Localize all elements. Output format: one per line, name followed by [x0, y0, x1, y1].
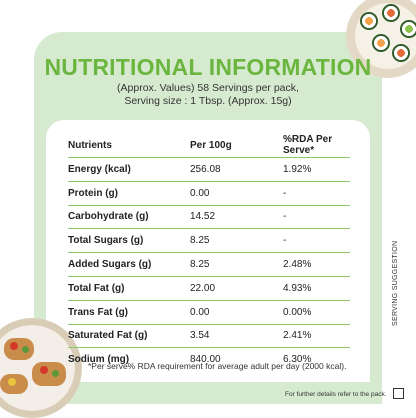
nutrient-label: Saturated Fat (g) — [68, 324, 178, 349]
corner-box-icon — [393, 388, 404, 399]
table-row: Energy (kcal) 256.08 1.92% — [68, 157, 350, 182]
sushi-plate-image — [346, 0, 416, 78]
table-row: Total Fat (g) 22.00 4.93% — [68, 276, 350, 301]
serving-size-info: Serving size : 1 Tbsp. (Approx. 15g) — [124, 95, 292, 107]
servings-info: (Approx. Values) 58 Servings per pack, — [117, 82, 299, 94]
nutrient-label: Energy (kcal) — [68, 157, 178, 182]
table-row: Added Sugars (g) 8.25 2.48% — [68, 252, 350, 277]
rda-value: - — [275, 181, 350, 206]
nutrient-label: Protein (g) — [68, 181, 178, 206]
nutrient-label: Sodium (mg) — [68, 354, 130, 366]
per100-value: 14.52 — [178, 205, 275, 230]
page-title: NUTRITIONAL INFORMATION — [44, 54, 372, 80]
table-row: Sodium (mg) 840.00 6.30% — [68, 348, 350, 371]
rda-value: 4.93% — [275, 276, 350, 301]
rda-value: 1.92% — [275, 157, 350, 182]
per100-value: 3.54 — [178, 324, 275, 349]
rda-value: - — [275, 205, 350, 230]
table-row: Carbohydrate (g) 14.52 - — [68, 205, 350, 230]
table-row: Saturated Fat (g) 3.54 2.41% — [68, 324, 350, 349]
nutrition-table: Nutrients Per 100g %RDA Per Serve* Energ… — [68, 133, 350, 371]
per100-value: 256.08 — [178, 157, 275, 182]
per100-value: 8.25 — [178, 252, 275, 277]
per100-value: 0.00 — [178, 181, 275, 206]
nutrient-label: Carbohydrate (g) — [68, 205, 178, 230]
column-header-per100g: Per 100g — [178, 133, 275, 158]
nutrient-label: Trans Fat (g) — [68, 300, 178, 325]
per100-value: 840.00 — [190, 354, 221, 366]
further-details-note: For further details refer to the pack. — [285, 391, 387, 398]
rda-value: 2.48% — [275, 252, 350, 277]
rda-value: 2.41% — [275, 324, 350, 349]
table-row: Protein (g) 0.00 - — [68, 181, 350, 206]
per100-value: 0.00 — [178, 300, 275, 325]
rda-value: 0.00% — [275, 300, 350, 325]
column-header-nutrients: Nutrients — [68, 133, 178, 158]
nutrient-label: Added Sugars (g) — [68, 252, 178, 277]
table-header-row: Nutrients Per 100g %RDA Per Serve* — [68, 133, 350, 158]
rda-footnote: *Per serve% RDA requirement for average … — [88, 361, 347, 371]
per100-value: 22.00 — [178, 276, 275, 301]
serving-suggestion-label: SERVING SUGGESTION — [392, 240, 399, 326]
table-row: Trans Fat (g) 0.00 0.00% — [68, 300, 350, 325]
column-header-rda: %RDA Per Serve* — [275, 133, 350, 158]
nutrient-label: Total Sugars (g) — [68, 228, 178, 254]
rda-value: 6.30% — [283, 354, 312, 366]
table-row: Total Sugars (g) 8.25 - — [68, 228, 350, 254]
per100-value: 8.25 — [178, 228, 275, 254]
nutrient-label: Total Fat (g) — [68, 276, 178, 301]
rda-value: - — [275, 228, 350, 254]
